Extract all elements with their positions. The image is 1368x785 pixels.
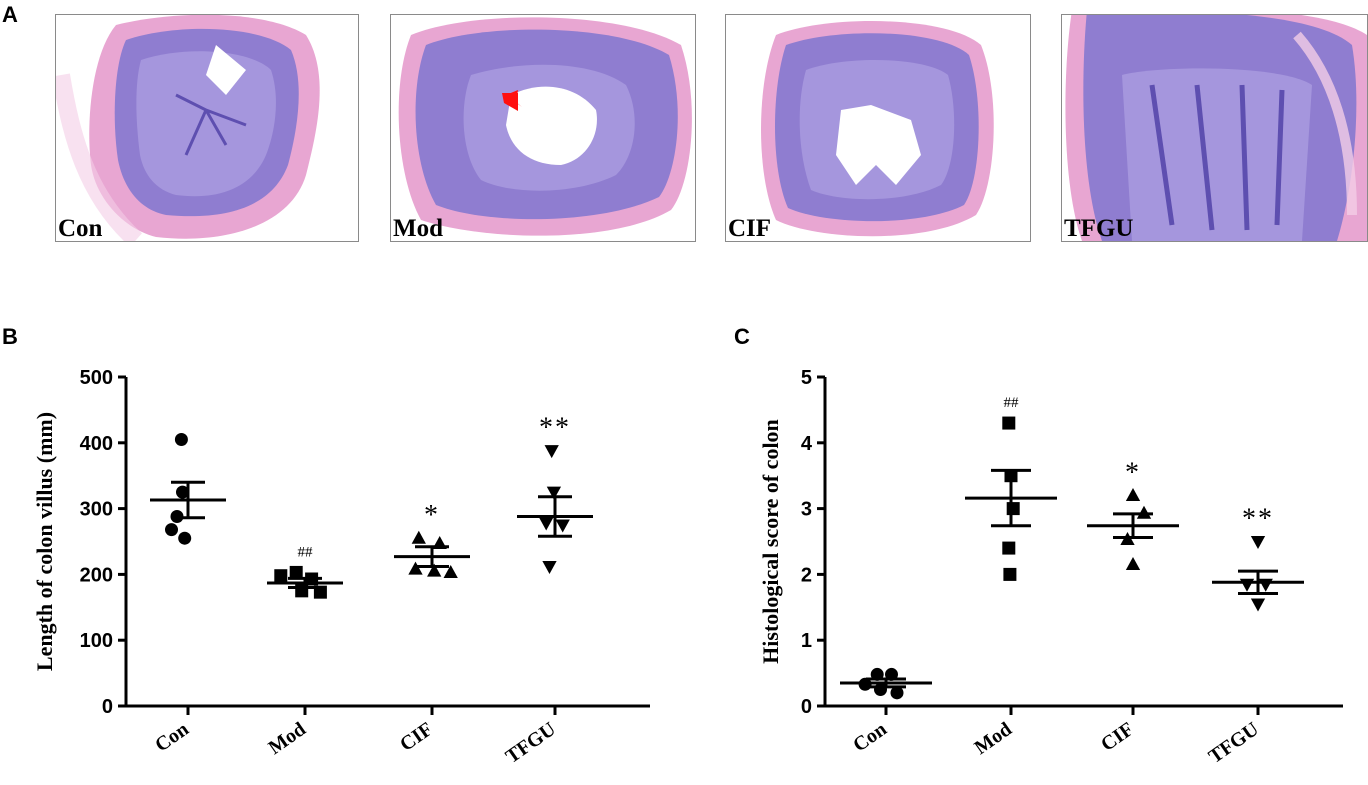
data-point-triangle-down (1250, 535, 1266, 549)
significance-annotation: * (1125, 457, 1141, 488)
y-tick-label: 200 (80, 564, 113, 586)
x-category-label: TFGU (502, 718, 560, 768)
data-point-circle (890, 686, 904, 700)
histology-label: Con (58, 215, 103, 242)
significance-annotation: ** (539, 413, 571, 444)
data-point-triangle-up (1125, 487, 1141, 501)
y-tick-label: 0 (801, 696, 812, 718)
y-tick-label: 4 (801, 433, 813, 455)
data-point-triangle-up (427, 563, 442, 577)
y-tick-label: 5 (801, 367, 812, 389)
data-point-triangle-down (546, 486, 562, 500)
data-point-square (1002, 416, 1016, 430)
data-point-square (274, 569, 288, 583)
data-point-circle (178, 531, 192, 545)
data-point-square (1003, 567, 1017, 581)
data-point-triangle-down (539, 517, 554, 531)
data-point-triangle-down (555, 519, 570, 533)
data-point-triangle-down (1239, 578, 1255, 592)
data-point-triangle-down (542, 560, 557, 574)
histological-score-chart: 0 1 2 3 4 5 Con Mod CIF TFGU Histological score of… (758, 367, 1343, 768)
panel-letter-b: B (2, 324, 18, 349)
y-tick-label: 100 (80, 630, 113, 652)
data-point-triangle-down (544, 445, 559, 459)
y-tick-label: 2 (801, 564, 812, 586)
histology-image-tfgu: TFGU (1061, 14, 1368, 242)
x-category-label: Con (849, 718, 891, 756)
significance-annotation: ## (298, 544, 314, 560)
data-point-triangle-up (408, 561, 423, 575)
histology-section-mod (398, 17, 692, 236)
panel-letter-a: A (2, 2, 18, 27)
y-tick-label: 0 (102, 696, 113, 718)
data-point-triangle-down (1258, 578, 1273, 592)
x-category-label: Mod (970, 718, 1015, 759)
data-point-triangle-down (1250, 598, 1266, 612)
data-point-circle (174, 433, 188, 447)
histology-image-con: Con (55, 14, 359, 242)
x-category-label: CIF (1097, 718, 1138, 756)
histology-label: TFGU (1064, 215, 1134, 242)
data-point-circle (176, 485, 189, 499)
data-point-triangle-up (1136, 505, 1152, 519)
histology-section-cif (761, 21, 994, 237)
y-tick-label: 1 (801, 630, 812, 652)
y-axis-title: Length of colon villus (mm) (32, 412, 57, 671)
y-tick-label: 500 (80, 367, 113, 389)
histology-label: CIF (728, 215, 772, 242)
panel-letter-c: C (734, 324, 750, 349)
y-tick-label: 3 (801, 499, 812, 521)
x-category-label: CIF (396, 718, 437, 756)
histology-label: Mod (393, 215, 443, 242)
y-tick-label: 300 (80, 499, 113, 521)
data-point-triangle-up (411, 530, 426, 544)
villus-length-chart: 0 100 200 300 400 500 Con Mod CIF TFGU Length of c… (32, 367, 650, 768)
significance-annotation: ## (1004, 395, 1020, 411)
x-category-label: Mod (264, 718, 309, 759)
significance-annotation: * (424, 500, 440, 531)
histology-image-mod: Mod (390, 14, 696, 242)
histology-section-con (56, 15, 320, 241)
y-axis-title: Histological score of colon (758, 419, 783, 664)
data-point-triangle-up (1125, 557, 1141, 571)
histology-section-tfgu (1065, 15, 1367, 241)
x-category-label: TFGU (1205, 718, 1263, 768)
data-point-triangle-up (443, 564, 458, 578)
histology-image-cif: CIF (725, 14, 1031, 242)
data-point-circle (165, 523, 178, 537)
data-point-square (1006, 502, 1020, 516)
significance-annotation: ** (1242, 504, 1274, 535)
data-point-square (289, 565, 303, 579)
x-category-label: Con (151, 718, 193, 756)
data-point-square (1002, 541, 1016, 555)
y-tick-label: 400 (80, 433, 113, 455)
